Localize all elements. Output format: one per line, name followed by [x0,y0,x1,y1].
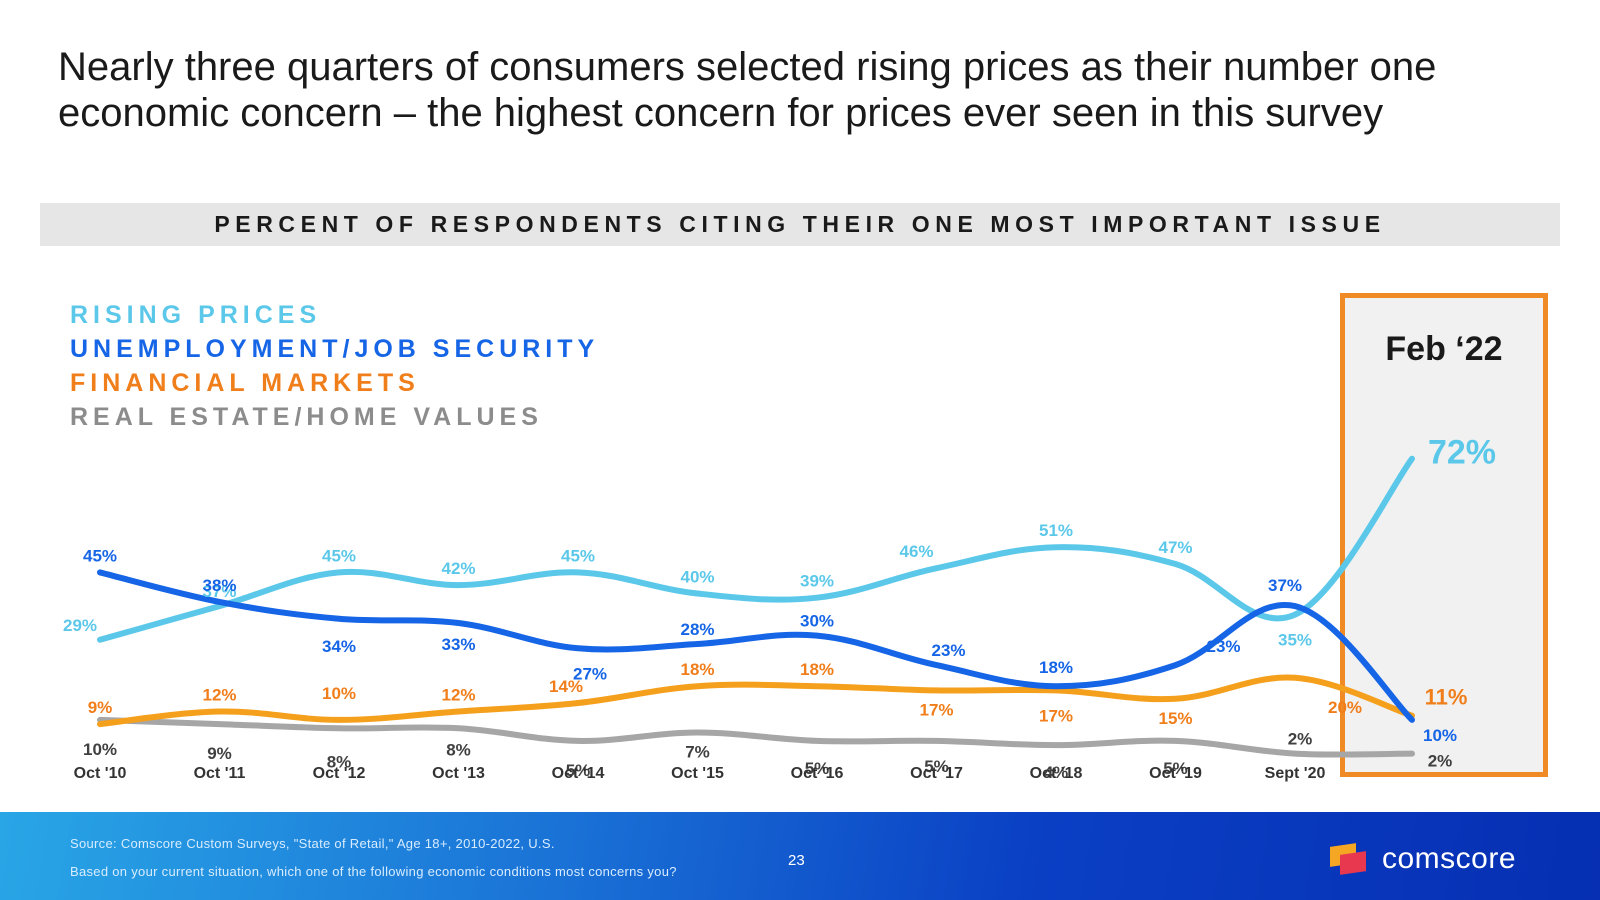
data-label-s2-p2: 10% [322,684,356,703]
x-tick-label-2: Oct '12 [313,765,366,782]
data-label-s1-p8: 18% [1039,658,1073,677]
series-line-financial-markets [100,678,1412,725]
data-label-s1-p0: 45% [83,546,117,565]
data-label-s1-p9: 23% [1206,637,1240,656]
data-label-s0-p2: 45% [322,546,356,565]
x-tick-label-1: Oct '11 [194,765,246,782]
comscore-logo: comscore [1330,842,1516,876]
data-label-s2-p9: 15% [1158,709,1192,728]
data-label-s2-p7: 17% [919,700,953,719]
comscore-logo-text: comscore [1382,842,1516,876]
data-label-s1-p2: 34% [322,637,356,656]
data-label-s1-p1: 38% [202,576,236,595]
x-tick-label-0: Oct '10 [74,765,127,782]
data-label-s0-p6: 39% [800,572,834,591]
page-number: 23 [788,852,805,869]
data-label-s0-p3: 42% [441,559,475,578]
data-label-s3-p5: 7% [685,743,710,762]
x-tick-label-5: Oct '15 [671,765,724,782]
data-label-s2-p5: 18% [680,660,714,679]
data-label-s0-p11: 72% [1428,434,1496,472]
data-label-s1-p3: 33% [441,635,475,654]
x-tick-label-6: Oct '16 [791,765,844,782]
x-tick-label-3: Oct '13 [432,765,485,782]
x-tick-label-8: Oct '18 [1030,765,1083,782]
data-label-s0-p10: 35% [1278,631,1312,650]
x-tick-label-7: Oct '17 [910,765,963,782]
series-line-real-estate-home-values [100,720,1412,755]
data-label-s1-p7: 23% [931,641,965,660]
x-tick-label-10: Sept '20 [1265,765,1326,782]
data-label-s0-p0: 29% [63,616,97,635]
footer-question: Based on your current situation, which o… [70,864,677,879]
data-label-s2-p1: 12% [202,685,236,704]
data-label-s0-p9: 47% [1158,538,1192,557]
data-label-s2-p8: 17% [1039,706,1073,725]
data-label-s3-p11: 2% [1428,752,1453,771]
data-label-s3-p10: 2% [1288,730,1313,749]
data-label-s1-p11: 10% [1423,726,1457,745]
footer-source: Source: Comscore Custom Surveys, "State … [70,836,555,851]
data-label-s3-p0: 10% [83,740,117,759]
x-tick-label-4: Oct '14 [552,765,605,782]
line-chart: 29% 37% 45% 42% 45% 40% 39% 46% 51% 47% 35% 72% 45% 3… [0,0,1600,812]
data-label-s0-p7: 46% [899,542,933,561]
data-label-s2-p3: 12% [441,685,475,704]
data-label-s0-p4: 45% [561,546,595,565]
data-label-s2-p11: 11% [1425,685,1468,710]
footer-bar: Source: Comscore Custom Surveys, "State … [0,812,1600,900]
data-label-s1-p5: 28% [680,620,714,639]
data-label-s1-p10: 37% [1268,576,1302,595]
data-label-s2-p0: 9% [88,698,113,717]
data-label-s1-p6: 30% [800,612,834,631]
data-label-s0-p8: 51% [1039,521,1073,540]
data-label-s0-p5: 40% [680,568,714,587]
data-label-s3-p1: 9% [207,744,232,763]
data-label-s2-p4: 14% [549,677,583,696]
data-label-s3-p3: 8% [446,740,471,759]
data-label-s2-p10: 20% [1328,698,1362,717]
comscore-logo-icon [1330,845,1368,873]
data-label-s2-p6: 18% [800,660,834,679]
x-tick-label-9: Oct '19 [1149,765,1202,782]
